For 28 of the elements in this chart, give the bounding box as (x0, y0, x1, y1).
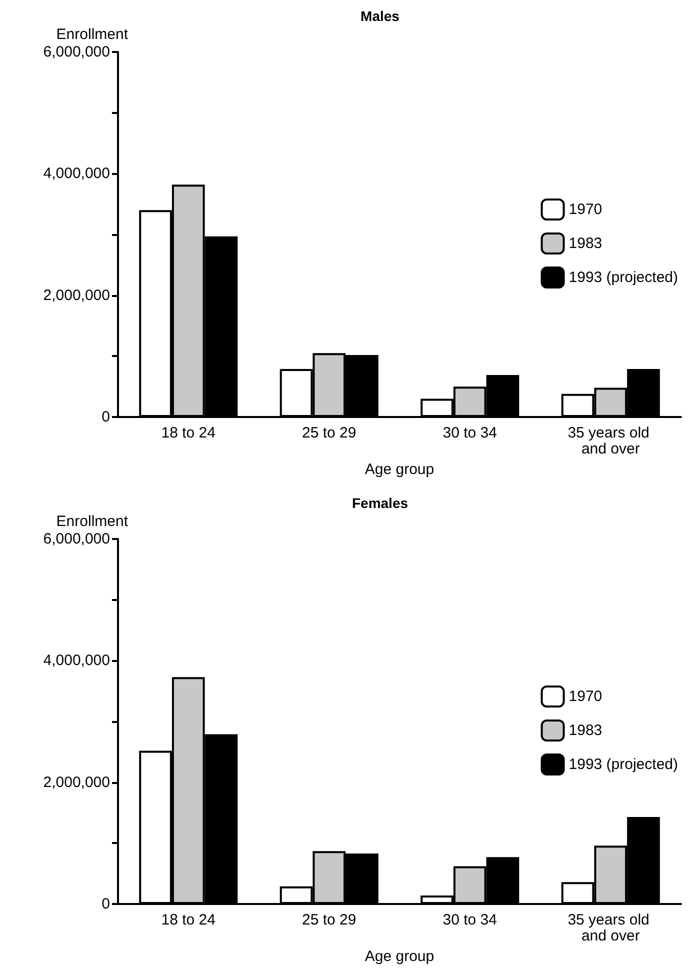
y-tick-label: 6,000,000 (43, 530, 110, 548)
y-tick-label: 4,000,000 (43, 165, 110, 182)
legend-label: 1993 (projected) (568, 269, 678, 286)
x-tick-label: 18 to 24 (161, 912, 216, 928)
y-tick-label: 0 (102, 896, 110, 912)
x-axis-title: Age group (364, 948, 434, 965)
x-tick-label: 30 to 34 (442, 912, 497, 928)
legend-label: 1993 (projected) (568, 756, 678, 773)
y-axis-title: Enrollment (56, 513, 129, 530)
y-tick-label: 2,000,000 (43, 286, 110, 304)
y-tick-label: 6,000,000 (43, 44, 110, 60)
chart-title: Females (352, 495, 408, 511)
y-axis-title: Enrollment (56, 26, 129, 43)
x-tick-label: 18 to 24 (161, 424, 216, 442)
x-tick-label: 30 to 34 (442, 424, 497, 442)
x-tick-label: 25 to 29 (302, 912, 356, 928)
chart-title: Males (360, 8, 400, 24)
legend-label: 1983 (568, 235, 602, 252)
legend-label: 1970 (568, 201, 602, 218)
y-tick-label: 2,000,000 (43, 774, 110, 791)
x-axis-title: Age group (364, 460, 434, 478)
legend-label: 1970 (568, 688, 602, 705)
y-tick-label: 4,000,000 (43, 652, 110, 670)
x-tick-label: 35 years old and over (568, 424, 654, 458)
x-tick-label: 35 years old and over (568, 912, 654, 944)
y-tick-label: 0 (102, 408, 110, 426)
legend-label: 1983 (568, 722, 602, 739)
x-tick-label: 25 to 29 (302, 424, 356, 442)
